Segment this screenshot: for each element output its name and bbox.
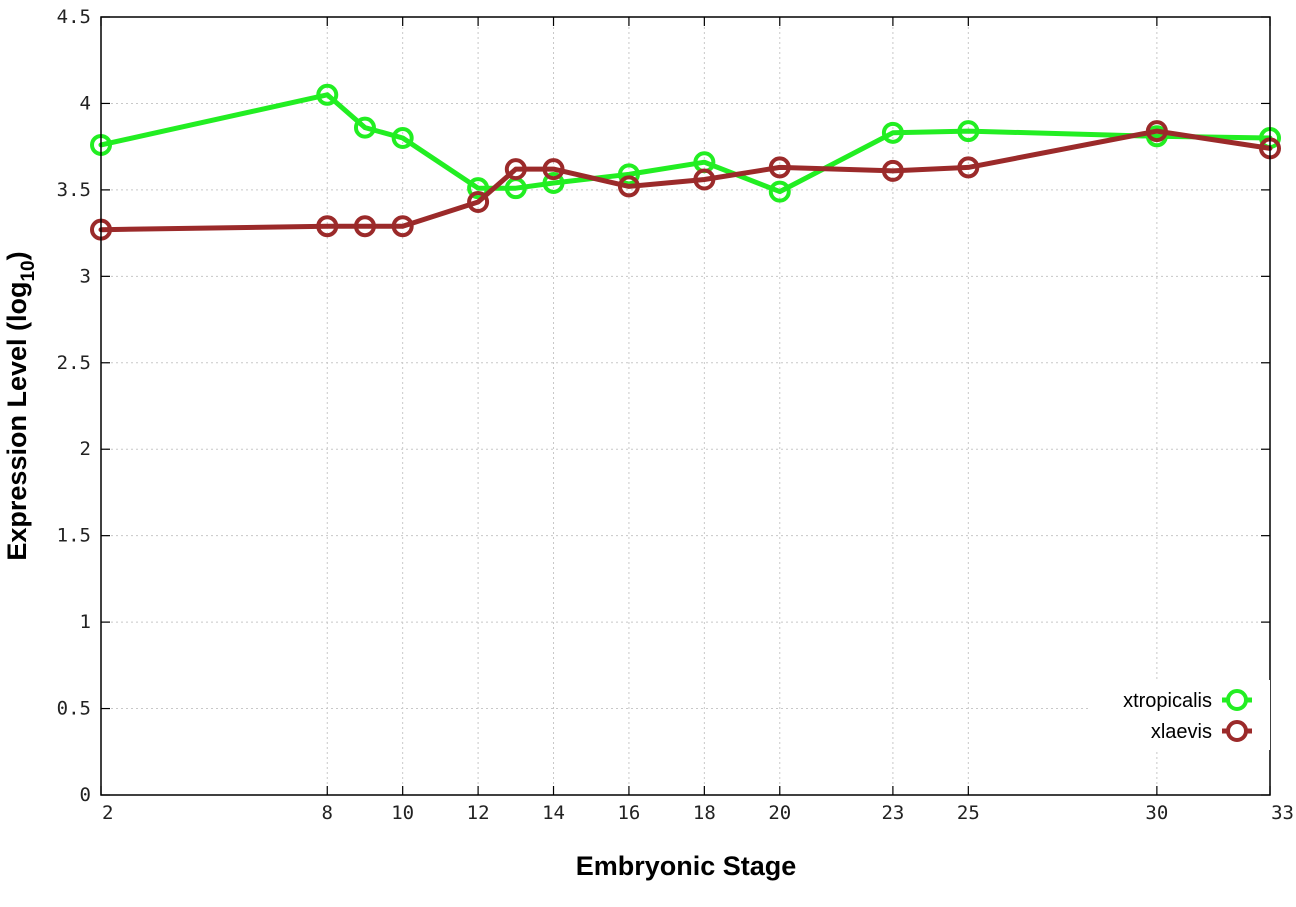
legend-entry-xlaevis: xlaevis: [1151, 720, 1252, 743]
data-point-xtropicalis: [768, 180, 791, 203]
legend-entry-xtropicalis: xtropicalis: [1123, 689, 1252, 712]
plot-frame: [100, 16, 1271, 796]
y-tick-label: 4: [80, 92, 91, 114]
data-point-xtropicalis: [957, 120, 980, 143]
x-tick-label: 18: [693, 802, 716, 824]
series-layer: [90, 83, 1281, 241]
y-axis-title-subscript: 10: [18, 260, 39, 281]
data-point-xlaevis: [353, 215, 376, 238]
legend-marker-xlaevis: [1226, 720, 1248, 742]
legend-label-xtropicalis: xtropicalis: [1123, 690, 1212, 712]
data-point-xlaevis: [1145, 120, 1168, 143]
legend: xtropicalis xlaevis: [1090, 680, 1270, 750]
data-point-xlaevis: [467, 190, 490, 213]
y-tick-label: 2: [80, 438, 91, 460]
y-axis-title: Expression Level (log10): [2, 251, 39, 560]
data-point-xlaevis: [542, 158, 565, 181]
data-point-xtropicalis: [316, 83, 339, 106]
x-tick-label: 33: [1271, 802, 1294, 824]
x-tick-label: 2: [102, 802, 113, 824]
data-point-xlaevis: [693, 168, 716, 191]
data-point-xtropicalis: [617, 163, 640, 186]
data-point-xlaevis: [391, 215, 414, 238]
data-point-xtropicalis: [353, 116, 376, 139]
y-tick-label: 3.5: [57, 179, 91, 201]
y-tick-label: 4.5: [57, 6, 91, 28]
data-point-xlaevis: [617, 175, 640, 198]
data-point-xlaevis: [316, 215, 339, 238]
ticks: [100, 16, 1271, 796]
legend-marker-xtropicalis: [1226, 689, 1248, 711]
x-tick-label: 12: [467, 802, 490, 824]
x-tick-label: 14: [542, 802, 565, 824]
y-tick-label: 0: [80, 784, 91, 806]
data-point-xlaevis: [768, 156, 791, 179]
y-tick-label: 0.5: [57, 698, 91, 720]
y-tick-label: 1.5: [57, 525, 91, 547]
y-tick-label: 2.5: [57, 352, 91, 374]
y-tick-label: 1: [80, 611, 91, 633]
y-axis-title-main: Expression Level (log: [2, 282, 32, 561]
x-tick-label: 16: [617, 802, 640, 824]
legend-label-xlaevis: xlaevis: [1151, 721, 1212, 743]
data-point-xlaevis: [957, 156, 980, 179]
x-tick-label: 30: [1145, 802, 1168, 824]
x-tick-label: 23: [881, 802, 904, 824]
x-tick-label: 20: [768, 802, 791, 824]
data-point-xtropicalis: [542, 171, 565, 194]
y-axis-title-close: ): [2, 251, 32, 260]
data-point-xtropicalis: [391, 127, 414, 150]
x-axis-title: Embryonic Stage: [576, 851, 797, 881]
x-tick-label: 8: [322, 802, 333, 824]
data-point-xtropicalis: [467, 177, 490, 200]
x-tick-label: 10: [391, 802, 414, 824]
series-xlaevis: [90, 120, 1281, 241]
series-line-xlaevis: [98, 128, 1273, 233]
data-point-xlaevis: [881, 159, 904, 182]
x-tick-label: 25: [957, 802, 980, 824]
tick-labels: 0 0.5 1 1.5 2 2.5 3 3.5 4 4.5 2 8 10 12 14 16 18 20 23 25 30…: [57, 6, 1294, 824]
data-point-xlaevis: [504, 158, 527, 181]
data-point-xtropicalis: [881, 121, 904, 144]
y-tick-label: 3: [80, 265, 91, 287]
